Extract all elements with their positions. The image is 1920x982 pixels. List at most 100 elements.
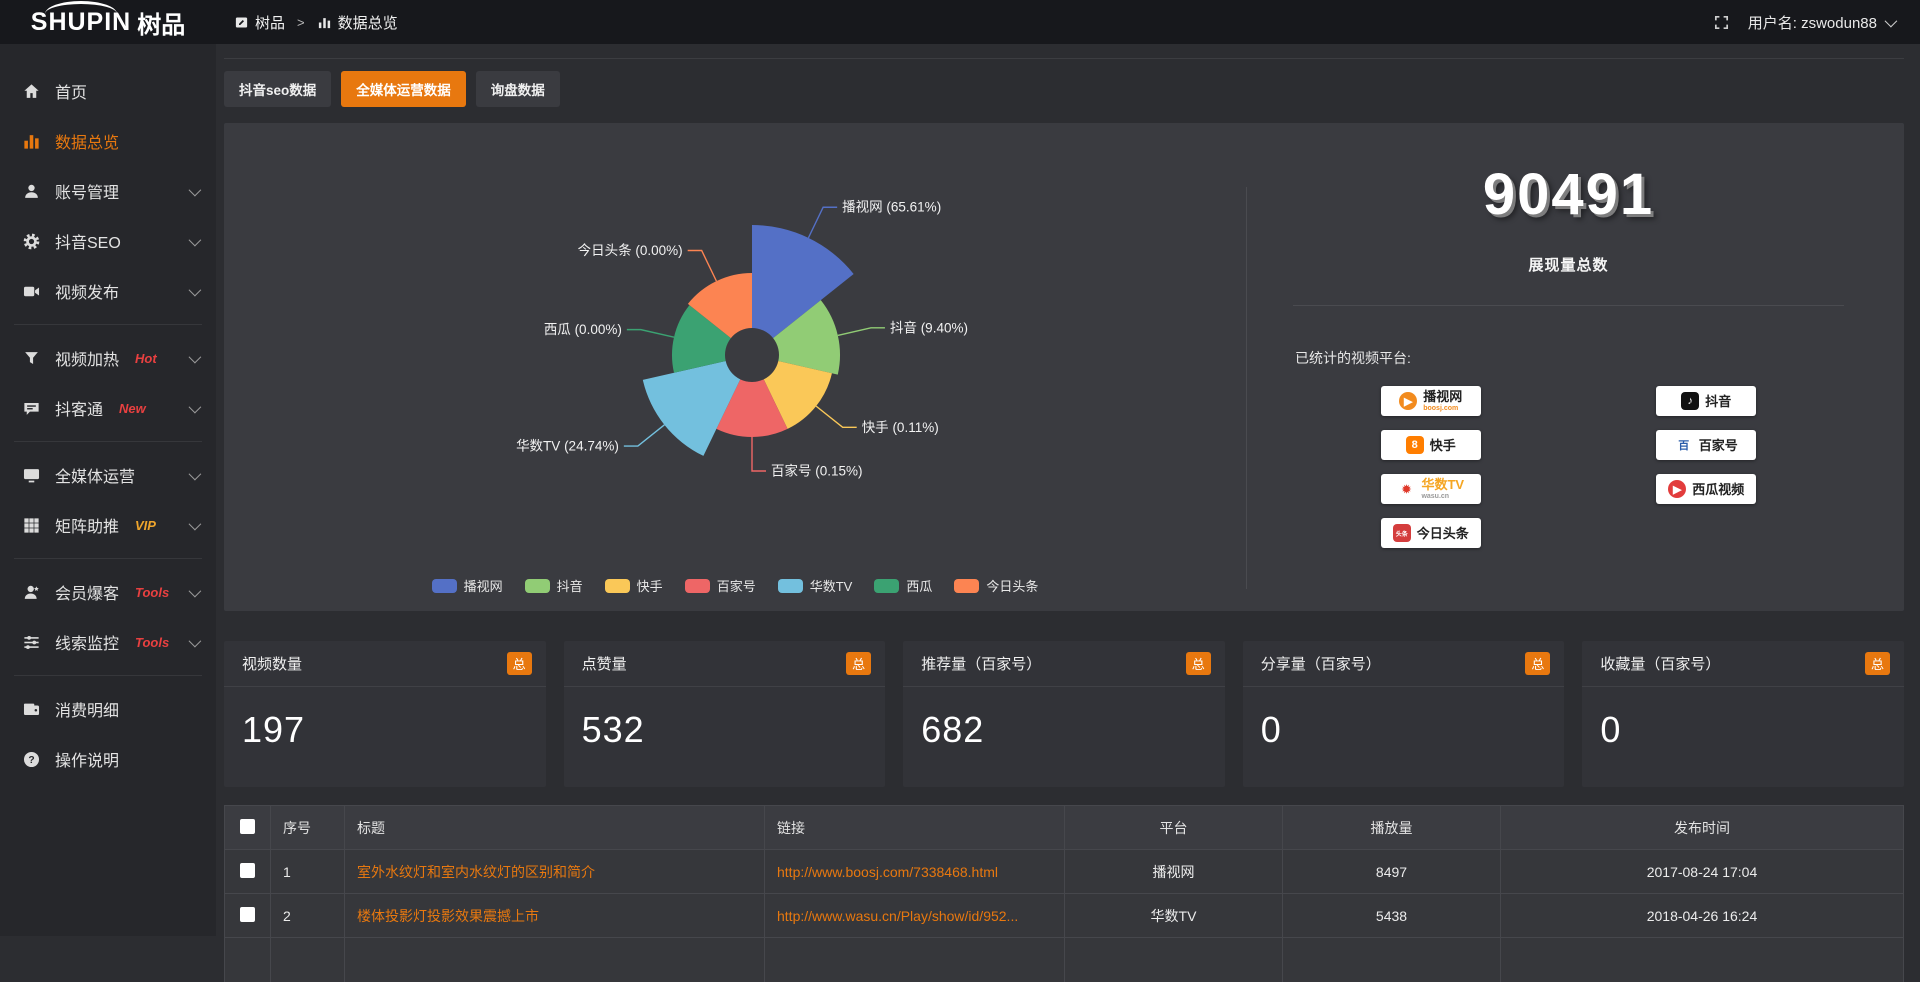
sidebar-item-label: 矩阵助推 xyxy=(55,513,119,537)
stat-card-value: 197 xyxy=(224,687,546,751)
video-title-link[interactable]: 楼体投影灯投影效果震撼上市 xyxy=(357,908,539,924)
platform-logo-icon: ▶ xyxy=(1399,392,1417,410)
sidebar-item-label: 消费明细 xyxy=(55,697,119,721)
logo-text-cn: 树品 xyxy=(137,5,185,40)
gear-icon xyxy=(22,232,41,251)
wallet-icon xyxy=(22,700,41,719)
tab-2[interactable]: 全媒体运营数据 xyxy=(341,71,466,107)
cell-no: 2 xyxy=(271,894,345,938)
sidebar-item-6[interactable]: 视频加热 Hot xyxy=(0,333,216,383)
breadcrumb-current[interactable]: 数据总览 xyxy=(317,12,398,33)
stat-card-total-badge[interactable]: 总 xyxy=(846,652,871,675)
sidebar-item-label: 全媒体运营 xyxy=(55,463,135,487)
table-header-row: 序号 标题 链接 平台 播放量 发布时间 xyxy=(225,806,1904,850)
platform-logo-icon: 头条 xyxy=(1393,524,1411,542)
breadcrumb-separator: > xyxy=(297,15,305,30)
row-checkbox[interactable] xyxy=(240,863,255,878)
chevron-down-icon xyxy=(189,183,202,196)
table-row-2: 2 楼体投影灯投影效果震撼上市 http://www.wasu.cn/Play/… xyxy=(225,894,1904,938)
legend-swatch xyxy=(432,579,457,593)
fullscreen-icon[interactable] xyxy=(1713,14,1730,31)
col-header-platform: 平台 xyxy=(1065,806,1283,850)
sidebar-item-8[interactable]: 全媒体运营 xyxy=(0,450,216,500)
platform-badge-百家号: 百百家号 xyxy=(1656,430,1756,460)
pie-label-今日头条: 今日头条 (0.00%) xyxy=(578,242,683,258)
sidebar-item-label: 视频加热 xyxy=(55,346,119,370)
legend-item-快手[interactable]: 快手 xyxy=(605,576,663,595)
stat-card-title: 分享量（百家号） xyxy=(1261,653,1381,674)
sidebar-item-label: 首页 xyxy=(55,79,87,103)
stat-card-total-badge[interactable]: 总 xyxy=(1186,652,1211,675)
pie-label-leader xyxy=(808,207,837,238)
pie-label-抖音: 抖音 (9.40%) xyxy=(890,319,968,335)
impressions-total-value: 90491 xyxy=(1293,161,1844,228)
home-icon xyxy=(22,82,41,101)
tab-1[interactable]: 抖音seo数据 xyxy=(224,71,331,107)
sidebar-item-2[interactable]: 数据总览 xyxy=(0,116,216,166)
sidebar-item-tag: Hot xyxy=(135,351,157,366)
row-checkbox[interactable] xyxy=(240,907,255,922)
sidebar-item-13[interactable]: ?操作说明 xyxy=(0,734,216,784)
platform-badge-西瓜视频: ▶西瓜视频 xyxy=(1656,474,1756,504)
legend-item-华数TV[interactable]: 华数TV xyxy=(778,576,853,595)
breadcrumb-root[interactable]: 树品 xyxy=(234,12,285,33)
breadcrumb: 树品 > 数据总览 xyxy=(234,12,398,33)
funnel-icon xyxy=(22,349,41,368)
legend-swatch xyxy=(778,579,803,593)
pie-slice-华数TV[interactable] xyxy=(643,361,740,456)
legend-item-今日头条[interactable]: 今日头条 xyxy=(954,576,1038,595)
sidebar-item-12[interactable]: 消费明细 xyxy=(0,684,216,734)
stat-card-total-badge[interactable]: 总 xyxy=(507,652,532,675)
stat-card-total-badge[interactable]: 总 xyxy=(1525,652,1550,675)
legend-item-抖音[interactable]: 抖音 xyxy=(525,576,583,595)
video-title-link[interactable]: 室外水纹灯和室内水纹灯的区别和简介 xyxy=(357,864,595,880)
select-all-checkbox[interactable] xyxy=(240,819,255,834)
svg-text:?: ? xyxy=(28,755,34,766)
sidebar-item-5[interactable]: 视频发布 xyxy=(0,266,216,316)
sliders-icon xyxy=(22,633,41,652)
username-label: 用户名: zswodun88 xyxy=(1748,12,1877,33)
stat-card-total-badge[interactable]: 总 xyxy=(1865,652,1890,675)
platform-badge-name: 百家号 xyxy=(1699,439,1738,452)
stat-card-title: 视频数量 xyxy=(242,653,302,674)
video-url-link[interactable]: http://www.wasu.cn/Play/show/id/952... xyxy=(777,908,1018,924)
grid-icon xyxy=(22,516,41,535)
chevron-down-icon xyxy=(189,400,202,413)
legend-item-播视网[interactable]: 播视网 xyxy=(432,576,503,595)
tab-3[interactable]: 询盘数据 xyxy=(476,71,560,107)
col-header-plays: 播放量 xyxy=(1283,806,1501,850)
user-icon xyxy=(22,182,41,201)
pie-label-播视网: 播视网 (65.61%) xyxy=(842,200,941,215)
video-url-link[interactable]: http://www.boosj.com/7338468.html xyxy=(777,864,998,880)
document-pen-icon xyxy=(234,15,249,30)
chevron-down-icon xyxy=(189,634,202,647)
header-divider xyxy=(224,58,1904,59)
sidebar-item-4[interactable]: 抖音SEO xyxy=(0,216,216,266)
platform-badge-subtext: wasu.cn xyxy=(1421,493,1464,500)
legend-item-西瓜[interactable]: 西瓜 xyxy=(874,576,932,595)
top-bar: SHUPIN 树品 树品 > 数据总览 用户名: zswodun88 xyxy=(0,0,1920,44)
stat-card-value: 682 xyxy=(903,687,1225,751)
chevron-down-icon xyxy=(189,467,202,480)
sidebar-item-3[interactable]: 账号管理 xyxy=(0,166,216,216)
pie-label-leader xyxy=(838,328,885,336)
data-tabs: 抖音seo数据全媒体运营数据询盘数据 xyxy=(224,71,1904,107)
username-dropdown[interactable]: 用户名: zswodun88 xyxy=(1748,12,1894,33)
sidebar-item-label: 会员爆客 xyxy=(55,580,119,604)
rose-pie-chart[interactable]: 播视网 (65.61%)抖音 (9.40%)快手 (0.11%)百家号 (0.1… xyxy=(224,123,1246,555)
col-header-link: 链接 xyxy=(765,806,1065,850)
platform-logo-icon: 8 xyxy=(1406,436,1424,454)
pie-label-西瓜: 西瓜 (0.00%) xyxy=(544,322,622,337)
video-table: 序号 标题 链接 平台 播放量 发布时间 1 室外水纹灯和室内水纹灯的区别和简介… xyxy=(224,805,1904,982)
chevron-down-icon xyxy=(1885,14,1898,27)
platform-share-chart: 播视网 (65.61%)抖音 (9.40%)快手 (0.11%)百家号 (0.1… xyxy=(224,123,1246,611)
sidebar-item-1[interactable]: 首页 xyxy=(0,66,216,116)
legend-item-百家号[interactable]: 百家号 xyxy=(685,576,756,595)
stat-card-value: 0 xyxy=(1582,687,1904,751)
